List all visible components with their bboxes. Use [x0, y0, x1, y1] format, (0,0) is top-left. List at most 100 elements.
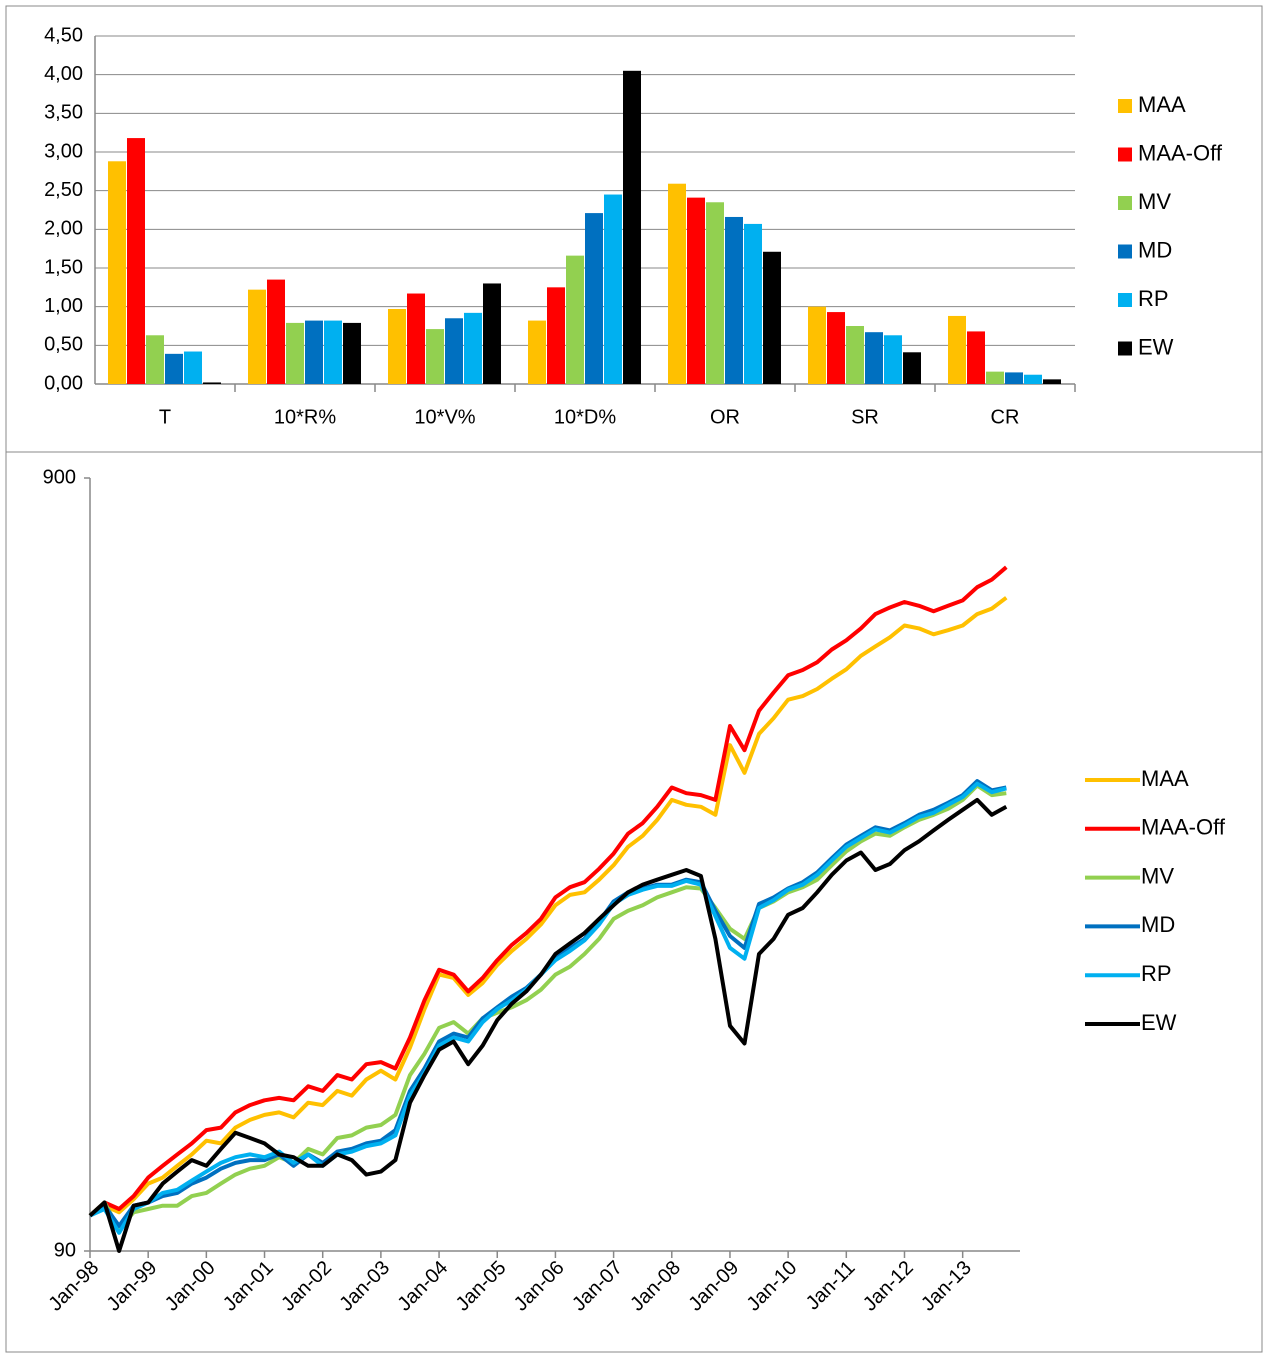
bar: [1043, 379, 1061, 384]
bar: [884, 335, 902, 384]
y-tick-label: 3,00: [44, 140, 83, 162]
bar: [267, 279, 285, 384]
bar: [744, 223, 762, 384]
line-series: [88, 783, 1007, 1232]
bar: [108, 161, 126, 384]
bar: [1024, 374, 1042, 384]
bar: [483, 283, 501, 384]
bar: [388, 308, 406, 384]
x-tick-label: T: [159, 406, 171, 428]
bar: [184, 351, 202, 384]
bar: [808, 306, 826, 384]
y-tick-label: 90: [54, 1239, 76, 1261]
x-tick-label: SR: [851, 406, 879, 428]
y-tick-label: 1,00: [44, 295, 83, 317]
legend-label: EW: [1138, 334, 1174, 359]
bar: [445, 318, 463, 384]
y-tick-label: 900: [43, 466, 76, 488]
x-tick-label: Jan-06: [510, 1257, 569, 1316]
y-tick-label: 4,00: [44, 63, 83, 85]
line-series: [88, 797, 1008, 1253]
bar: [343, 322, 361, 384]
bar: [846, 326, 864, 384]
bar: [407, 293, 425, 384]
legend-label: RP: [1138, 286, 1169, 311]
bar: [706, 202, 724, 384]
bar: [464, 312, 482, 384]
bar: [528, 320, 546, 384]
bar: [566, 255, 584, 384]
y-tick-label: 1,50: [44, 256, 83, 278]
legend-swatch: [1118, 196, 1132, 210]
bar: [585, 213, 603, 384]
legend-swatch: [1118, 99, 1132, 113]
legend-swatch: [1118, 244, 1132, 259]
x-tick-label: Jan-13: [917, 1257, 976, 1316]
x-tick-label: Jan-05: [452, 1257, 511, 1316]
bar: [1005, 372, 1023, 384]
x-tick-label: Jan-12: [859, 1257, 918, 1316]
bar: [324, 320, 342, 384]
bar: [763, 251, 781, 384]
bar: [623, 70, 641, 385]
y-tick-label: 4,50: [44, 24, 83, 46]
legend-label: MD: [1138, 237, 1172, 262]
legend-swatch: [1118, 341, 1132, 356]
x-tick-label: OR: [710, 406, 740, 428]
bar: [547, 287, 565, 384]
legend-swatch: [1118, 293, 1132, 307]
line-series: [88, 596, 1008, 1218]
y-tick-label: 2,50: [44, 179, 83, 201]
bar: [687, 197, 705, 384]
legend-label: MAA: [1141, 766, 1189, 791]
bar: [948, 315, 966, 384]
x-tick-label: Jan-98: [44, 1257, 103, 1316]
line-series: [88, 565, 1008, 1218]
legend-swatch: [1118, 147, 1132, 162]
legend-label: RP: [1141, 961, 1172, 986]
legend-label: MV: [1138, 189, 1171, 214]
bar: [903, 352, 921, 384]
bar: [248, 289, 266, 384]
y-tick-label: 0,00: [44, 372, 83, 394]
bar: [604, 194, 622, 384]
x-tick-label: 10*V%: [414, 406, 475, 428]
bar: [967, 331, 985, 384]
x-tick-label: Jan-00: [161, 1257, 220, 1316]
x-tick-label: Jan-03: [335, 1257, 394, 1316]
x-tick-label: Jan-10: [743, 1257, 802, 1316]
bar: [305, 320, 323, 384]
x-tick-label: Jan-11: [802, 1257, 860, 1315]
x-tick-label: Jan-99: [103, 1257, 162, 1316]
legend-label: MV: [1141, 863, 1174, 888]
x-tick-label: Jan-07: [568, 1257, 627, 1316]
bar: [165, 353, 183, 384]
bar: [865, 332, 883, 384]
legend-label: MAA-Off: [1141, 815, 1226, 840]
bar: [986, 371, 1004, 384]
legend-label: EW: [1141, 1010, 1177, 1035]
bar: [725, 216, 743, 384]
y-tick-label: 3,50: [44, 102, 83, 124]
x-tick-label: 10*D%: [554, 406, 616, 428]
x-tick-label: CR: [991, 406, 1020, 428]
bar: [286, 322, 304, 384]
x-tick-label: Jan-08: [626, 1257, 685, 1316]
x-tick-label: Jan-01: [219, 1257, 278, 1316]
bar: [668, 183, 686, 384]
y-tick-label: 2,00: [44, 218, 83, 240]
x-tick-label: Jan-04: [394, 1257, 453, 1316]
legend-label: MD: [1141, 912, 1175, 937]
x-tick-label: Jan-02: [277, 1257, 336, 1316]
x-tick-label: Jan-09: [684, 1257, 743, 1316]
legend-label: MAA: [1138, 92, 1186, 117]
bar: [827, 312, 845, 384]
x-tick-label: 10*R%: [274, 406, 336, 428]
y-tick-label: 0,50: [44, 334, 83, 356]
bar: [203, 382, 221, 384]
line-chart-frame: [5, 451, 1263, 1353]
bar: [146, 335, 164, 384]
legend-label: MAA-Off: [1138, 140, 1223, 165]
